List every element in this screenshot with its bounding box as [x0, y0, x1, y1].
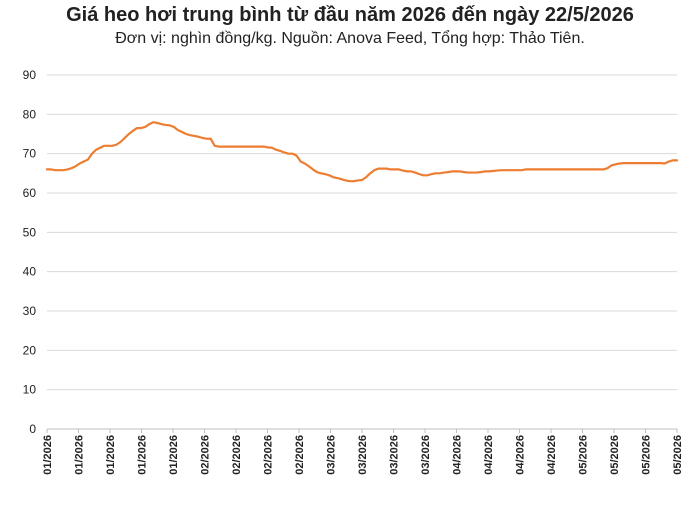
price-line	[45, 121, 679, 183]
x-tick-label: 02/2026	[263, 435, 275, 475]
y-tick-label: 20	[23, 343, 37, 357]
x-tick-label: 04/2026	[452, 435, 464, 475]
y-axis-ticks: 0 10 20 30 40 50 60 70 80 90	[23, 68, 37, 436]
x-tick-label: 02/2026	[200, 435, 212, 475]
x-tick-label: 01/2026	[74, 435, 86, 475]
y-tick-label: 10	[23, 383, 37, 397]
x-axis-ticks: 01/2026 01/2026 01/2026 01/2026 01/2026 02/20…	[42, 429, 684, 475]
x-tick-label: 05/2026	[609, 435, 621, 475]
x-tick-label: 01/2026	[168, 435, 180, 475]
gridlines	[47, 74, 677, 391]
x-tick-label: 05/2026	[641, 435, 653, 475]
y-tick-label: 40	[23, 265, 37, 279]
y-tick-label: 0	[29, 422, 36, 436]
x-tick-label: 01/2026	[137, 435, 149, 475]
y-tick-label: 90	[23, 68, 37, 82]
x-tick-label: 05/2026	[578, 435, 590, 475]
y-tick-label: 80	[23, 107, 37, 121]
x-tick-label: 01/2026	[42, 435, 54, 475]
chart-subtitle: Đơn vị: nghìn đồng/kg. Nguồn: Anova Feed…	[115, 30, 585, 47]
y-tick-label: 50	[23, 225, 37, 239]
chart-title: Giá heo hơi trung bình từ đầu năm 2026 đ…	[66, 4, 634, 26]
x-tick-label: 03/2026	[420, 435, 432, 475]
y-tick-label: 70	[23, 147, 37, 161]
y-tick-label: 30	[23, 304, 37, 318]
x-tick-label: 04/2026	[546, 435, 558, 475]
x-tick-label: 02/2026	[231, 435, 243, 475]
x-tick-label: 02/2026	[294, 435, 306, 475]
x-tick-label: 03/2026	[326, 435, 338, 475]
y-tick-label: 60	[23, 186, 37, 200]
x-tick-label: 03/2026	[357, 435, 369, 475]
x-tick-label: 05/2026	[672, 435, 684, 475]
x-tick-label: 04/2026	[483, 435, 495, 475]
x-tick-label: 04/2026	[515, 435, 527, 475]
x-tick-label: 01/2026	[105, 435, 117, 475]
x-tick-label: 03/2026	[389, 435, 401, 475]
